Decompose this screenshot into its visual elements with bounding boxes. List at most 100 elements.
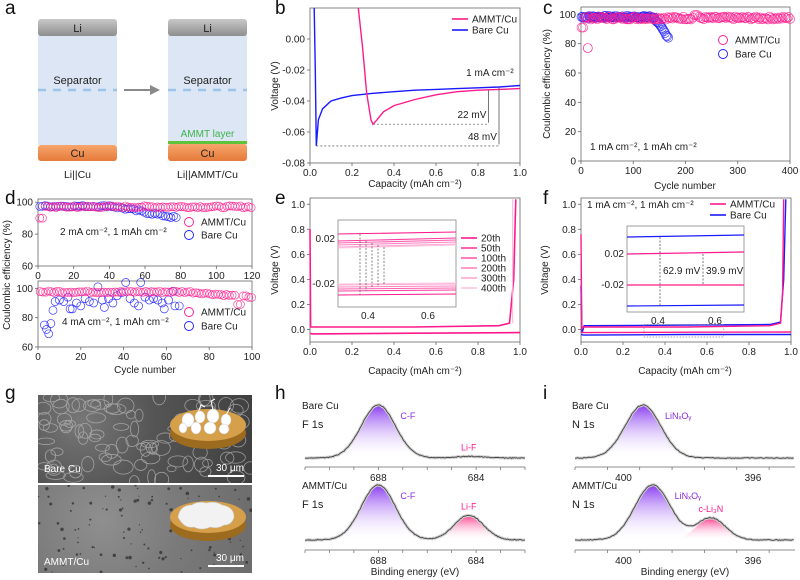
point-bare-cu — [171, 213, 181, 222]
y-tick-label: -0.06 — [282, 128, 305, 139]
point-bare-cu — [44, 329, 54, 339]
point-ammt-cu — [124, 286, 134, 296]
grain — [89, 429, 105, 440]
point-ammt-cu — [135, 287, 145, 297]
grain — [229, 398, 249, 414]
x-tick-label: 40 — [118, 352, 130, 363]
condition-annotation: 1 mA cm⁻², 1 mAh cm⁻² — [590, 142, 697, 153]
fit-envelope — [574, 484, 794, 541]
inset-line-300th — [337, 283, 457, 286]
inset-line-100th — [337, 239, 457, 244]
x-tick-label: 0 — [35, 352, 41, 363]
pore — [89, 501, 93, 505]
point-bare-cu — [136, 278, 146, 287]
pore — [136, 487, 139, 490]
x-tick-label: 0.0 — [303, 168, 317, 179]
point-ammt-cu — [247, 293, 256, 302]
peak-fill-c-Li₃N — [667, 518, 753, 540]
legend-bare-cu-label: Bare Cu — [201, 322, 238, 333]
grain — [38, 419, 50, 431]
pore — [130, 543, 132, 545]
grain — [134, 459, 148, 471]
pore — [49, 502, 53, 506]
series-bare-cu-discharge — [580, 333, 791, 336]
y-axis-title: Coulombic efficiency (%) — [2, 220, 13, 330]
x-tick-label: 120 — [244, 271, 261, 282]
inset-bare-cu-top — [626, 234, 745, 238]
panel-letter-f: f — [543, 188, 549, 209]
pore — [75, 553, 79, 556]
point-ammt-cu — [38, 287, 48, 297]
panel-letter-c: c — [543, 0, 553, 19]
point-ammt-cu — [631, 14, 642, 24]
point-ammt-cu — [774, 13, 784, 24]
point-ammt-cu — [52, 287, 62, 296]
point-bare-cu — [85, 297, 94, 306]
inset-y-tick-label: -0.02 — [312, 279, 335, 290]
point-ammt-cu — [38, 213, 47, 223]
grain — [140, 451, 161, 465]
sample-label: Bare Cu — [572, 401, 609, 412]
grain — [148, 442, 158, 455]
legend-bare-cu-marker — [184, 321, 194, 331]
point-ammt-cu — [127, 287, 137, 296]
pore — [105, 508, 108, 511]
peak-label: C-F — [400, 491, 415, 501]
pore — [169, 508, 173, 512]
inset-line-300th — [337, 243, 457, 248]
pore — [138, 524, 141, 526]
point-ammt-cu — [160, 287, 170, 297]
y-tick-label: 1.0 — [291, 200, 305, 211]
grain — [154, 471, 170, 483]
point-ammt-cu — [102, 288, 112, 297]
y-axis-title: Voltage (V) — [270, 245, 281, 294]
point-bare-cu — [159, 304, 169, 314]
point-ammt-cu — [108, 288, 117, 297]
pore — [67, 485, 70, 487]
li-electrode — [168, 19, 247, 36]
grain — [50, 395, 69, 409]
y-tick-label: 100 — [16, 198, 33, 209]
peak-fill-C-F — [327, 405, 430, 458]
point-bare-cu — [89, 298, 98, 308]
cell-caption: Li||Cu — [64, 169, 91, 181]
point-ammt-cu — [639, 14, 650, 25]
grain — [87, 399, 101, 408]
pore — [187, 497, 189, 499]
point-ammt-cu — [236, 201, 245, 211]
point-ammt-cu — [119, 287, 128, 297]
series-ammt-cu-charge — [580, 199, 785, 330]
point-bare-cu — [99, 303, 109, 312]
point-ammt-cu — [604, 11, 615, 22]
pore — [93, 546, 95, 549]
pore — [51, 571, 53, 573]
inset-frame — [337, 219, 457, 308]
cu-electrode — [38, 145, 117, 161]
pore — [102, 507, 104, 510]
ammt-layer — [168, 141, 247, 144]
cu-label: Cu — [200, 148, 214, 160]
fit-envelope — [305, 484, 526, 541]
y-tick-label: 0.8 — [291, 225, 305, 236]
pore — [229, 541, 232, 543]
pore — [112, 553, 117, 558]
point-ammt-cu — [236, 300, 245, 309]
x-tick-label: 80 — [175, 271, 187, 282]
inset-bare-cu-bottom — [626, 304, 745, 307]
pore — [127, 527, 131, 531]
y-tick-label: 0.6 — [562, 250, 576, 261]
pore — [161, 557, 165, 561]
chart-c-coulombic-efficiency: 0 100 200 300 400 0 20 40 60 80 100 Cycle number Cou… — [542, 6, 799, 192]
grain — [60, 422, 72, 434]
inset-x-tick-label: 0.4 — [361, 311, 375, 322]
x-tick-label: 100 — [244, 352, 261, 363]
inset-line-20th — [337, 231, 457, 235]
y-tick-label: -0.02 — [282, 66, 305, 77]
pore — [38, 522, 41, 525]
series-bare-cu-line — [313, 7, 521, 147]
point-ammt-cu — [238, 291, 248, 301]
point-ammt-cu — [650, 14, 661, 25]
pore — [218, 495, 220, 498]
pore — [77, 537, 79, 539]
point-bare-cu — [40, 320, 49, 330]
